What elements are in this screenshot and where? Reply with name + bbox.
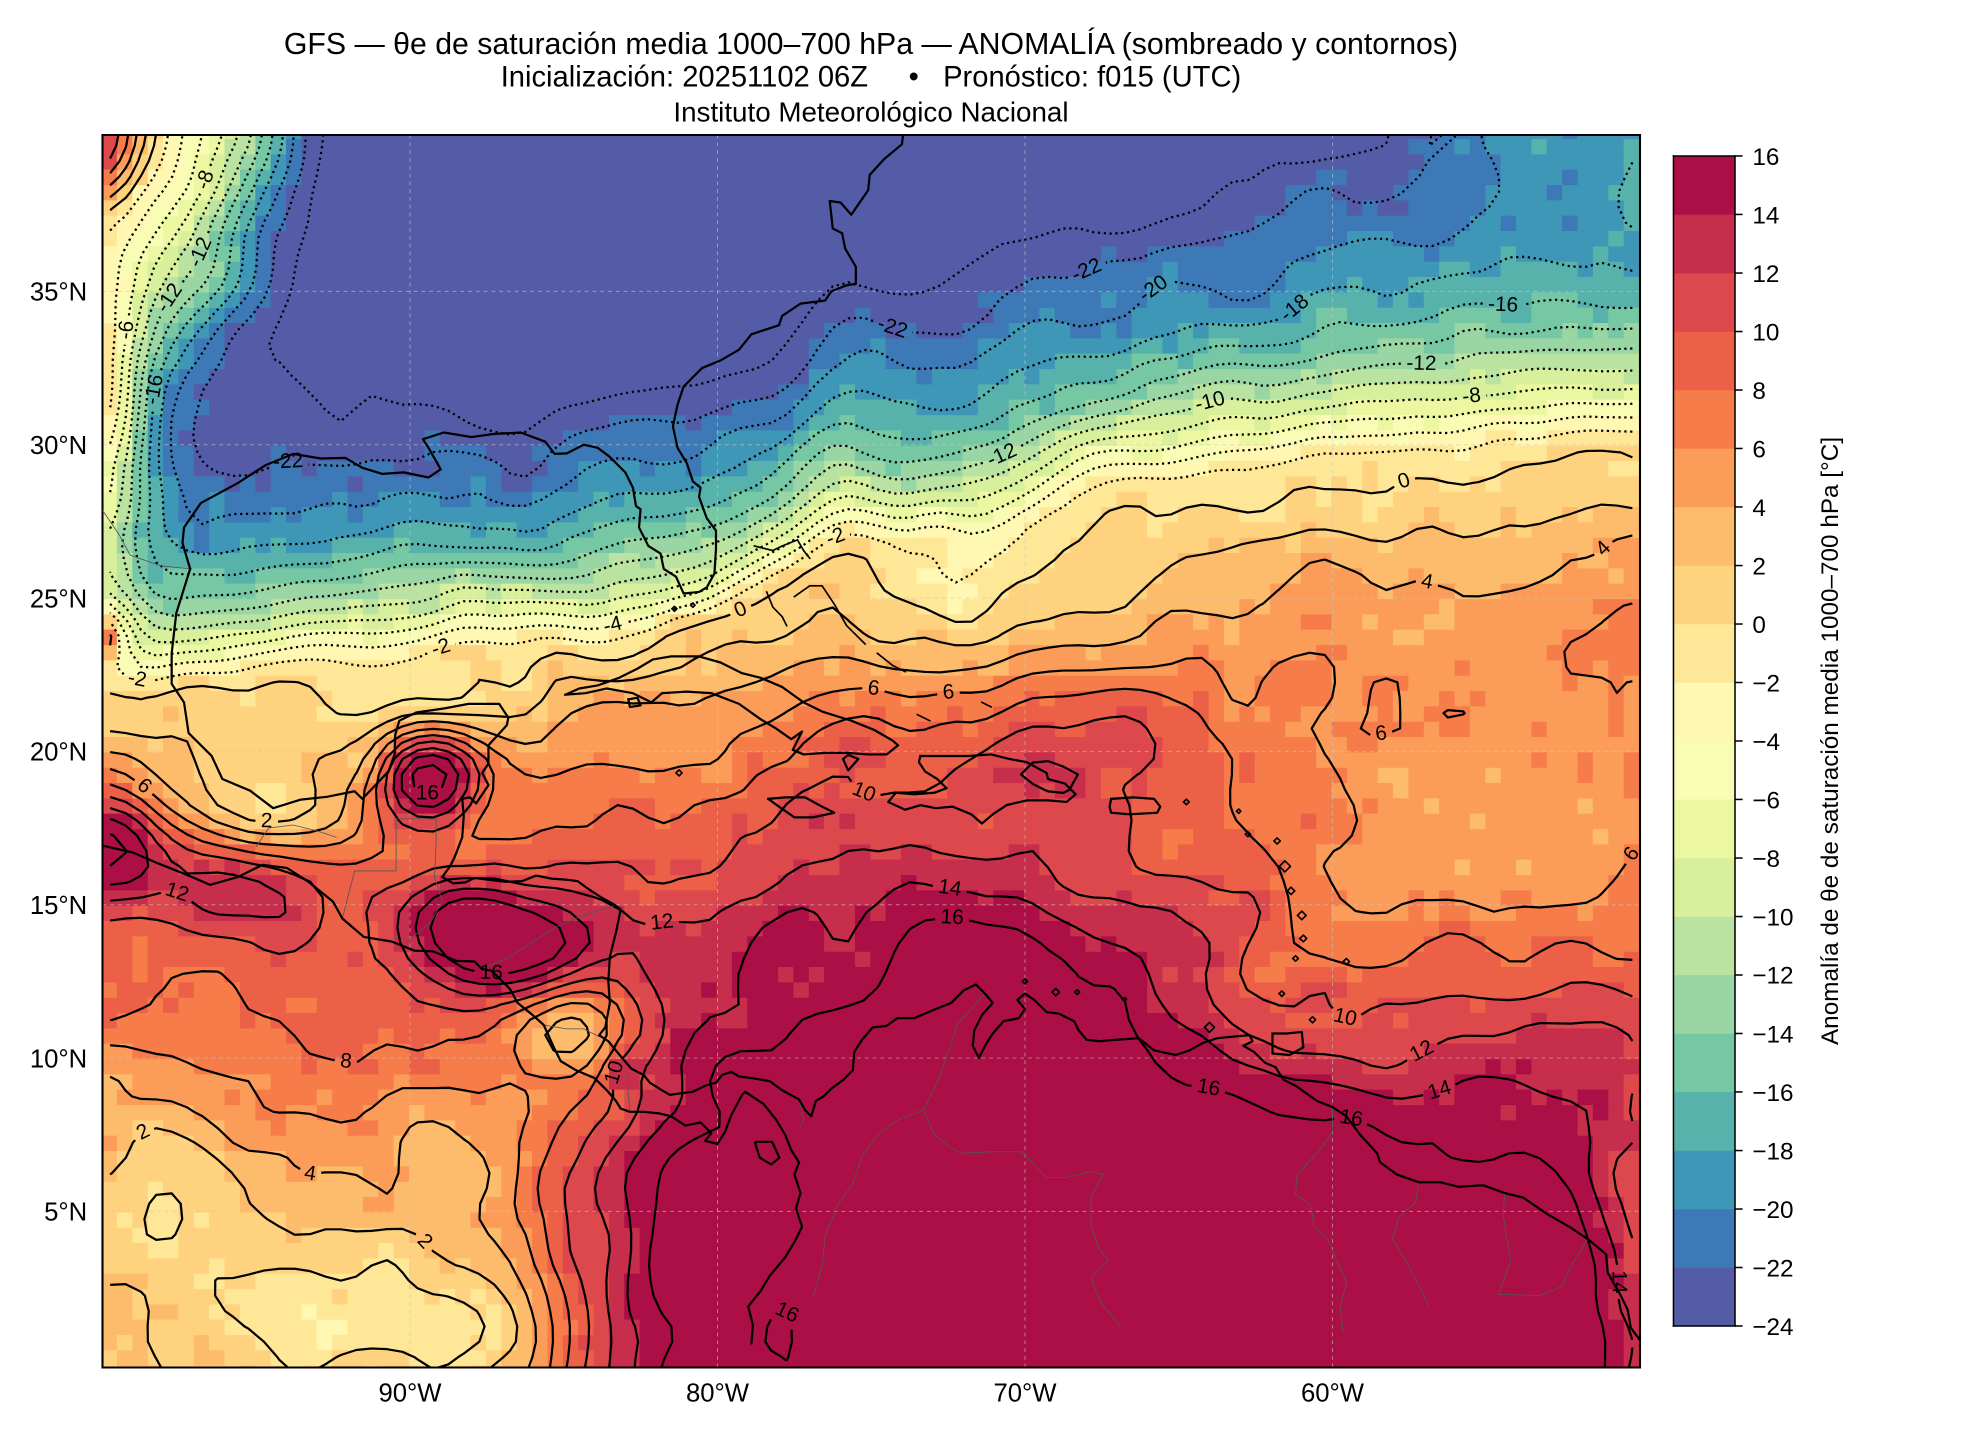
svg-text:0: 0 [1752, 612, 1766, 639]
svg-text:−12: −12 [1752, 963, 1793, 990]
svg-text:25°N: 25°N [30, 585, 87, 613]
svg-text:10°N: 10°N [30, 1045, 87, 1073]
svg-text:6: 6 [866, 676, 880, 700]
svg-text:30°N: 30°N [30, 432, 87, 460]
svg-text:Instituto Meteorológico Nacion: Instituto Meteorológico Nacional [673, 96, 1068, 127]
svg-text:16: 16 [1195, 1074, 1222, 1101]
svg-text:−14: −14 [1752, 1021, 1793, 1048]
svg-text:−8: −8 [1752, 846, 1780, 873]
svg-text:-4: -4 [601, 611, 624, 638]
svg-text:−10: −10 [1752, 904, 1793, 931]
svg-text:10: 10 [1752, 319, 1779, 346]
svg-text:-16: -16 [140, 373, 168, 407]
svg-text:6: 6 [942, 680, 955, 704]
svg-text:90°W: 90°W [378, 1379, 442, 1407]
svg-text:16: 16 [1338, 1105, 1365, 1132]
svg-text:-6: -6 [113, 319, 138, 340]
svg-text:12: 12 [1752, 261, 1779, 288]
svg-text:6: 6 [1752, 436, 1766, 463]
svg-text:−22: −22 [1752, 1255, 1793, 1282]
svg-text:Anomalía de θe de saturación m: Anomalía de θe de saturación media 1000–… [1817, 437, 1844, 1045]
svg-text:4: 4 [1752, 495, 1766, 522]
svg-text:8: 8 [339, 1049, 352, 1073]
svg-text:16: 16 [1752, 144, 1779, 171]
svg-text:10: 10 [1331, 1003, 1359, 1031]
svg-text:GFS — θe de saturación media 1: GFS — θe de saturación media 1000–700 hP… [284, 28, 1458, 61]
svg-text:80°W: 80°W [686, 1379, 750, 1407]
svg-text:−20: −20 [1752, 1197, 1793, 1224]
svg-text:−6: −6 [1752, 787, 1780, 814]
svg-text:−16: −16 [1752, 1080, 1793, 1107]
svg-text:14: 14 [937, 875, 963, 901]
svg-text:-2: -2 [126, 666, 149, 692]
svg-text:6: 6 [1374, 721, 1388, 745]
svg-text:14: 14 [1752, 202, 1779, 229]
svg-text:8: 8 [1752, 378, 1766, 405]
svg-text:−2: −2 [1752, 670, 1780, 697]
svg-text:60°W: 60°W [1301, 1379, 1365, 1407]
svg-text:−24: −24 [1752, 1314, 1793, 1341]
svg-text:Inicialización: 20251102 06Z: Inicialización: 20251102 06Z • Pronóstic… [501, 62, 1242, 94]
svg-text:−4: −4 [1752, 729, 1780, 756]
svg-text:−18: −18 [1752, 1138, 1793, 1165]
svg-text:14: 14 [1608, 1270, 1631, 1294]
svg-text:16: 16 [416, 782, 439, 805]
svg-text:15°N: 15°N [30, 892, 87, 920]
svg-text:-8: -8 [1461, 384, 1482, 409]
svg-text:16: 16 [479, 961, 503, 985]
svg-text:-12: -12 [1406, 351, 1437, 375]
svg-text:16: 16 [940, 905, 964, 929]
svg-text:5°N: 5°N [44, 1199, 87, 1227]
svg-text:2: 2 [261, 809, 273, 832]
svg-text:20°N: 20°N [30, 739, 87, 767]
svg-text:35°N: 35°N [30, 279, 87, 307]
svg-text:4: 4 [303, 1161, 318, 1186]
svg-text:70°W: 70°W [993, 1379, 1057, 1407]
svg-text:-16: -16 [1488, 292, 1519, 316]
svg-text:2: 2 [1752, 553, 1766, 580]
svg-text:4: 4 [1419, 569, 1435, 594]
svg-text:12: 12 [649, 909, 674, 934]
